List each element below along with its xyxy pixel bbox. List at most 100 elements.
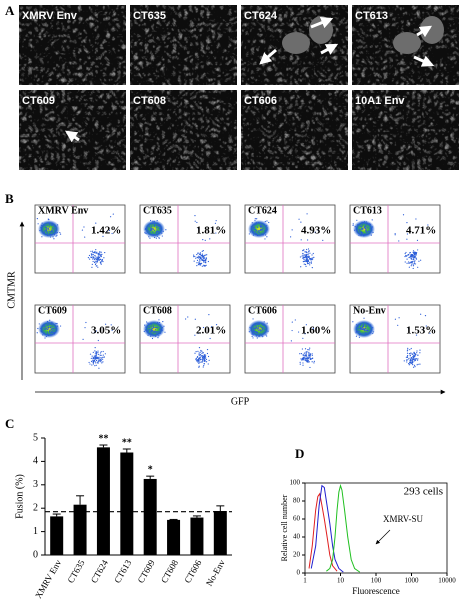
event-dot bbox=[154, 234, 156, 236]
event-dot bbox=[370, 332, 372, 334]
event-dot bbox=[92, 351, 94, 353]
event-dot bbox=[151, 225, 153, 227]
plot-label: CT635 bbox=[143, 205, 172, 216]
event-dot bbox=[56, 322, 58, 325]
event-dot bbox=[258, 230, 261, 232]
event-dot bbox=[162, 230, 164, 233]
event-dot bbox=[96, 261, 98, 263]
event-dot bbox=[308, 250, 311, 252]
y-tick-label: 80 bbox=[293, 497, 301, 505]
population-core bbox=[143, 220, 165, 238]
event-dot bbox=[307, 250, 310, 252]
event-dot bbox=[417, 354, 419, 356]
x-tick-label: 100 bbox=[371, 577, 382, 585]
event-dot bbox=[353, 229, 356, 231]
event-dot bbox=[150, 323, 152, 325]
event-dot bbox=[362, 328, 365, 330]
event-dot bbox=[81, 229, 84, 231]
event-dot bbox=[99, 251, 101, 253]
event-dot bbox=[57, 224, 59, 226]
event-dot bbox=[196, 256, 198, 258]
plot-label: XMRV Env bbox=[38, 205, 88, 216]
event-dot bbox=[196, 265, 198, 267]
event-dot bbox=[110, 324, 112, 326]
event-dot bbox=[358, 232, 360, 234]
event-dot bbox=[203, 257, 205, 259]
y-tick-label: 3 bbox=[33, 479, 38, 490]
image-label: CT608 bbox=[133, 95, 166, 107]
event-dot bbox=[306, 252, 308, 254]
event-dot bbox=[254, 323, 256, 325]
event-dot bbox=[55, 232, 57, 234]
micrograph-texture bbox=[352, 90, 459, 170]
event-dot bbox=[261, 233, 263, 235]
significance: ** bbox=[98, 433, 108, 444]
event-dot bbox=[357, 224, 359, 226]
event-dot bbox=[306, 357, 308, 359]
event-dot bbox=[255, 232, 258, 235]
event-dot bbox=[405, 255, 408, 257]
event-dot bbox=[359, 327, 362, 329]
event-dot bbox=[264, 231, 267, 233]
event-dot bbox=[412, 255, 414, 257]
event-dot bbox=[305, 256, 308, 258]
event-dot bbox=[413, 351, 415, 354]
x-axis-label: Fluorescence bbox=[352, 586, 399, 596]
event-dot bbox=[406, 354, 409, 357]
event-dot bbox=[364, 331, 366, 334]
event-dot bbox=[370, 324, 372, 326]
event-dot bbox=[51, 321, 53, 323]
event-dot bbox=[406, 356, 409, 359]
event-dot bbox=[307, 239, 309, 241]
event-dot bbox=[95, 355, 97, 357]
annotation: XMRV-SU bbox=[383, 514, 423, 524]
event-dot bbox=[102, 350, 104, 353]
event-dot bbox=[158, 227, 160, 230]
event-dot bbox=[305, 324, 307, 326]
event-dot bbox=[100, 360, 102, 362]
event-dot bbox=[303, 256, 305, 258]
event-dot bbox=[429, 332, 431, 334]
event-dot bbox=[265, 325, 267, 328]
event-dot bbox=[415, 218, 417, 220]
plot-label: No-Env bbox=[353, 305, 386, 316]
event-dot bbox=[360, 230, 362, 232]
event-dot bbox=[409, 252, 411, 254]
event-dot bbox=[44, 327, 46, 329]
event-dot bbox=[404, 255, 406, 258]
event-dot bbox=[303, 358, 305, 360]
event-dot bbox=[51, 231, 54, 233]
event-dot bbox=[48, 229, 50, 231]
event-dot bbox=[215, 232, 217, 234]
event-dot bbox=[163, 325, 165, 327]
event-dot bbox=[305, 258, 307, 260]
event-dot bbox=[155, 224, 158, 226]
event-dot bbox=[263, 321, 265, 323]
event-dot bbox=[256, 332, 259, 334]
event-dot bbox=[48, 327, 50, 329]
event-dot bbox=[200, 349, 202, 352]
event-dot bbox=[304, 251, 306, 253]
event-dot bbox=[416, 350, 418, 352]
event-dot bbox=[359, 224, 361, 226]
event-dot bbox=[197, 227, 199, 230]
event-dot bbox=[194, 220, 196, 222]
event-dot bbox=[95, 330, 97, 332]
event-dot bbox=[84, 327, 86, 329]
event-dot bbox=[302, 362, 304, 364]
syncytium bbox=[393, 32, 421, 54]
event-dot bbox=[366, 226, 368, 229]
event-dot bbox=[405, 251, 407, 254]
event-dot bbox=[264, 229, 266, 232]
event-dot bbox=[98, 254, 100, 256]
event-dot bbox=[92, 256, 94, 258]
event-dot bbox=[88, 361, 90, 364]
event-dot bbox=[305, 353, 307, 355]
event-dot bbox=[202, 250, 204, 252]
event-dot bbox=[414, 366, 416, 368]
event-dot bbox=[427, 224, 429, 226]
event-dot bbox=[412, 355, 414, 358]
event-dot bbox=[156, 235, 158, 237]
event-dot bbox=[409, 349, 411, 351]
event-dot bbox=[95, 258, 97, 260]
